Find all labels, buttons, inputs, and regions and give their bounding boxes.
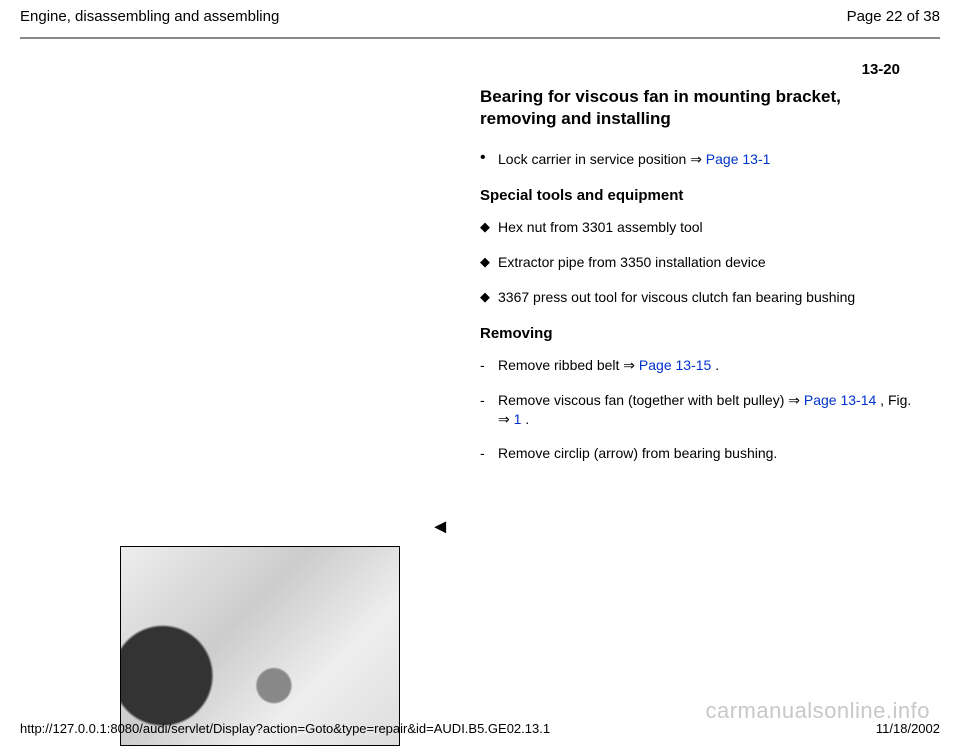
step-item: - Remove viscous fan (together with belt…: [480, 391, 920, 429]
tool-text: Hex nut from 3301 assembly tool: [498, 218, 703, 237]
step-text: Remove ribbed belt ⇒ Page 13-15 .: [498, 356, 719, 375]
removing-heading: Removing: [480, 325, 920, 342]
doc-title: Engine, disassembling and assembling: [20, 8, 279, 25]
figure-image: [120, 546, 400, 746]
arrow-icon: ⇒: [690, 151, 702, 167]
section-number: 13-20: [0, 39, 960, 86]
text: , Fig.: [876, 392, 911, 408]
fig-link[interactable]: 1: [510, 411, 522, 427]
diamond-icon: ◆: [480, 218, 498, 237]
arrow-icon: ⇒: [498, 411, 510, 427]
tool-item: ◆ 3367 press out tool for viscous clutch…: [480, 288, 920, 307]
arrow-icon: ⇒: [623, 357, 635, 373]
tool-text: Extractor pipe from 3350 installation de…: [498, 253, 766, 272]
diamond-icon: ◆: [480, 253, 498, 272]
figure-pointer-icon: ◄: [430, 516, 450, 539]
arrow-icon: ⇒: [788, 392, 800, 408]
page-link[interactable]: Page 13-15: [635, 357, 711, 373]
tool-item: ◆ Hex nut from 3301 assembly tool: [480, 218, 920, 237]
tool-item: ◆ Extractor pipe from 3350 installation …: [480, 253, 920, 272]
text: Remove circlip (arrow) from bearing bush…: [498, 445, 777, 461]
step-text: Remove viscous fan (together with belt p…: [498, 391, 920, 429]
tool-text: 3367 press out tool for viscous clutch f…: [498, 288, 855, 307]
text: Remove viscous fan (together with belt p…: [498, 392, 788, 408]
step-text: Remove circlip (arrow) from bearing bush…: [498, 444, 777, 463]
footer-date: 11/18/2002: [876, 721, 940, 736]
page-link[interactable]: Page 13-1: [702, 151, 771, 167]
dash-icon: -: [480, 444, 498, 463]
diamond-icon: ◆: [480, 288, 498, 307]
page-link[interactable]: Page 13-14: [800, 392, 876, 408]
text: Lock carrier in service position: [498, 151, 690, 167]
intro-bullet: • Lock carrier in service position ⇒ Pag…: [480, 150, 920, 169]
text: Remove ribbed belt: [498, 357, 623, 373]
step-item: - Remove circlip (arrow) from bearing bu…: [480, 444, 920, 463]
dash-icon: -: [480, 391, 498, 429]
intro-text: Lock carrier in service position ⇒ Page …: [498, 150, 770, 169]
footer-url: http://127.0.0.1:8080/audi/servlet/Displ…: [20, 721, 550, 736]
figure-placeholder: [121, 547, 399, 745]
step-item: - Remove ribbed belt ⇒ Page 13-15 .: [480, 356, 920, 375]
page-number: Page 22 of 38: [847, 8, 940, 25]
text: .: [711, 357, 719, 373]
bullet-icon: •: [480, 150, 498, 169]
text: .: [521, 411, 529, 427]
dash-icon: -: [480, 356, 498, 375]
tools-heading: Special tools and equipment: [480, 187, 920, 204]
main-heading: Bearing for viscous fan in mounting brac…: [480, 86, 920, 130]
